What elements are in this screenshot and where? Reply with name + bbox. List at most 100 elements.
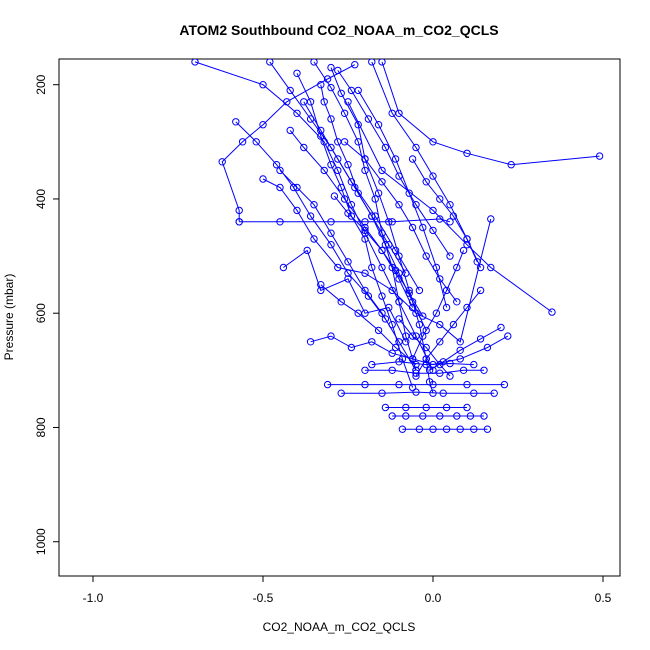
data-point <box>218 158 226 166</box>
data-point <box>466 412 475 420</box>
data-point <box>191 59 199 66</box>
data-point <box>419 223 427 232</box>
data-point <box>238 138 247 146</box>
data-point <box>364 292 373 300</box>
data-point <box>419 312 427 320</box>
series-line <box>289 130 414 308</box>
data-point <box>310 59 318 66</box>
data-point <box>453 263 461 272</box>
data-point <box>327 218 335 226</box>
series-5 <box>191 59 437 374</box>
data-point <box>388 349 396 357</box>
data-point <box>436 320 444 329</box>
data-point <box>422 355 430 363</box>
data-point <box>344 161 352 169</box>
data-point <box>327 115 335 123</box>
series-24 <box>354 86 451 312</box>
data-point <box>340 195 349 203</box>
plot-frame <box>58 58 621 577</box>
data-point <box>415 425 424 433</box>
data-point <box>368 338 376 346</box>
data-point <box>422 343 430 352</box>
data-point <box>327 83 335 92</box>
y-tick-label: 1000 <box>34 528 48 555</box>
series-line <box>337 70 451 257</box>
data-point <box>374 326 383 335</box>
data-point <box>463 149 471 158</box>
series-23 <box>368 358 478 369</box>
data-point <box>320 166 328 175</box>
data-point <box>476 286 485 295</box>
data-point <box>415 320 424 329</box>
data-point <box>395 358 403 366</box>
data-point <box>334 66 342 75</box>
data-point <box>436 412 444 420</box>
data-point <box>327 143 335 152</box>
data-point <box>293 109 301 118</box>
data-point <box>388 366 396 374</box>
data-point <box>344 209 352 217</box>
data-point <box>337 89 345 98</box>
series-line <box>283 249 407 343</box>
data-point <box>453 412 461 420</box>
data-point <box>442 403 451 412</box>
data-point <box>490 389 498 397</box>
series-22 <box>361 366 488 377</box>
x-tick-label: 0.5 <box>595 591 612 605</box>
data-point <box>446 201 454 209</box>
data-point <box>504 332 512 340</box>
data-point <box>327 161 335 169</box>
data-point <box>317 286 325 295</box>
series-32 <box>286 126 417 312</box>
data-point <box>422 403 430 412</box>
data-point <box>436 338 444 346</box>
series-13 <box>232 118 390 323</box>
x-tick-label: -0.5 <box>253 591 274 605</box>
data-point <box>347 178 356 186</box>
data-point <box>354 138 362 146</box>
data-point <box>439 389 447 397</box>
series-19 <box>388 412 488 420</box>
data-point <box>429 138 437 146</box>
data-point <box>395 380 403 389</box>
series-29 <box>412 286 485 380</box>
data-point <box>337 298 345 306</box>
data-point <box>388 412 396 420</box>
data-point <box>595 152 604 160</box>
data-point <box>412 201 420 209</box>
data-point <box>351 183 359 192</box>
data-point <box>487 263 495 272</box>
data-point <box>351 60 359 69</box>
series-line <box>262 178 492 343</box>
data-point <box>429 380 437 389</box>
data-point <box>480 366 488 374</box>
data-point <box>368 59 376 66</box>
data-point <box>402 403 410 412</box>
data-point <box>436 275 444 283</box>
data-point <box>289 183 298 192</box>
data-point <box>378 309 386 317</box>
y-axis: 200 400 600 800 1000 <box>34 74 59 555</box>
series-35 <box>317 281 420 369</box>
y-tick-label: 600 <box>34 303 48 323</box>
series-21 <box>381 403 471 412</box>
data-point <box>449 320 458 329</box>
data-point <box>446 252 454 260</box>
data-point <box>456 346 464 354</box>
data-point <box>422 178 430 186</box>
data-point <box>361 223 369 232</box>
data-point <box>276 218 284 226</box>
data-point <box>344 98 352 106</box>
data-point <box>442 425 451 433</box>
series-1 <box>218 60 359 226</box>
data-point <box>480 412 488 420</box>
series-6 <box>378 59 604 169</box>
data-point <box>385 303 393 312</box>
data-point <box>473 258 481 266</box>
data-point <box>456 338 464 346</box>
series-17 <box>323 380 509 389</box>
data-point <box>293 69 301 78</box>
data-point <box>463 235 471 243</box>
series-line <box>303 101 407 274</box>
data-point <box>361 380 369 389</box>
